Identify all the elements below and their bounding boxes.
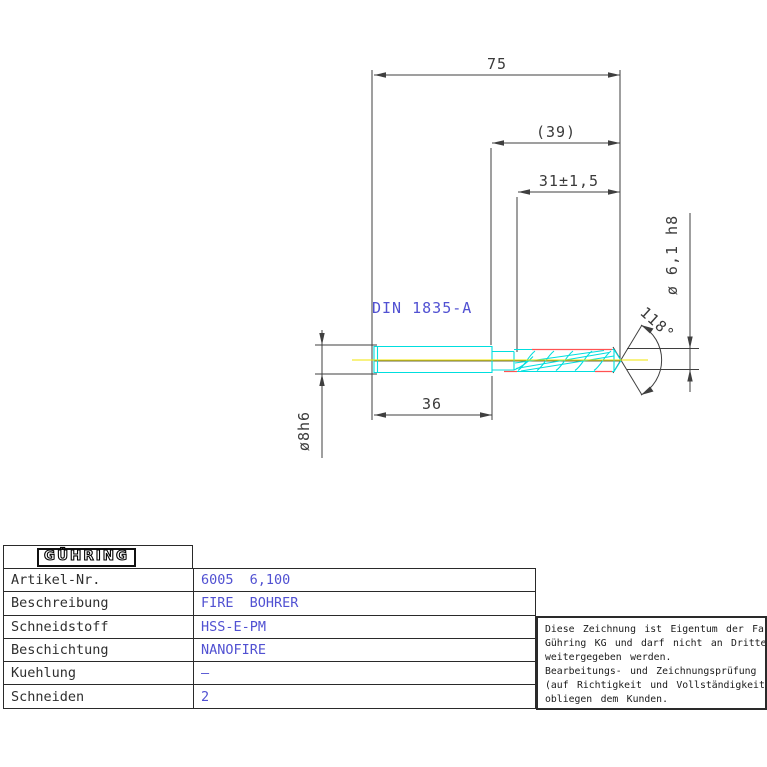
spec-row-beschreibung: Beschreibung FIRE BOHRER <box>3 591 536 616</box>
guehring-logo: GÜHRING <box>37 547 137 567</box>
arrow <box>641 386 654 395</box>
spec-value: FIRE BOHRER <box>193 591 536 616</box>
dim-75-label: 75 <box>487 55 507 73</box>
arrow <box>319 374 325 386</box>
spec-label: Kuehlung <box>3 661 194 686</box>
guehring-logo-text: GÜHRING <box>43 548 130 565</box>
spec-label: Schneiden <box>3 684 194 709</box>
arrow <box>480 412 492 418</box>
arrow <box>641 325 654 334</box>
arrow <box>374 72 386 78</box>
spec-label: Schneidstoff <box>3 614 194 639</box>
ownership-disclaimer: Diese Zeichnung ist Eigentum der Fa. Güh… <box>536 616 767 710</box>
arrow <box>687 336 693 349</box>
dim-shank-dia-label: ø8h6 <box>295 411 313 451</box>
spec-value: NANOFIRE <box>193 637 536 663</box>
arrow <box>518 189 530 195</box>
arrow <box>608 72 620 78</box>
disclaimer-line: Bearbeitungs- und Zeichnungsprüfung <box>545 665 757 677</box>
spec-row-schneidstoff: Schneidstoff HSS-E-PM <box>3 614 536 639</box>
spec-value: 6005 6,100 <box>193 567 536 593</box>
arrow <box>374 412 386 418</box>
shank <box>373 345 493 374</box>
spec-value: 2 <box>193 684 536 709</box>
logo-cell: GÜHRING <box>3 545 193 568</box>
dim-39-label: (39) <box>536 123 576 141</box>
disclaimer-line: obliegen dem Kunden. <box>545 693 668 705</box>
spec-row-artikel-nr: Artikel-Nr. 6005 6,100 <box>3 567 536 593</box>
dimension-arrows <box>319 72 693 418</box>
disclaimer-line: Diese Zeichnung ist Eigentum der Fa. <box>545 624 767 635</box>
arrow <box>608 140 620 146</box>
spec-row-kuehlung: Kuehlung – <box>3 661 536 686</box>
disclaimer-line: (auf Richtigkeit und Vollständigkeit) <box>545 679 767 691</box>
din-standard-label: DIN 1835-A <box>372 299 472 317</box>
spec-value: – <box>193 661 536 686</box>
dimension-linework <box>315 70 699 458</box>
disclaimer-line: Gühring KG und darf nicht an Dritte <box>545 637 767 649</box>
tip-flank-upper <box>613 349 622 361</box>
dim-31-label: 31±1,5 <box>539 172 599 190</box>
dim-36-label: 36 <box>422 395 442 413</box>
flute-red-edges <box>504 348 612 373</box>
spec-label: Beschreibung <box>3 591 194 616</box>
tip-flank-lower <box>613 360 622 372</box>
spec-label: Beschichtung <box>3 637 194 663</box>
spec-table: Artikel-Nr. 6005 6,100 Beschreibung FIRE… <box>3 567 536 709</box>
arrow <box>492 140 504 146</box>
arrow <box>319 333 325 345</box>
spec-label: Artikel-Nr. <box>3 567 194 593</box>
spec-row-schneiden: Schneiden 2 <box>3 684 536 709</box>
spec-row-beschichtung: Beschichtung NANOFIRE <box>3 637 536 663</box>
disclaimer-line: weitergegeben werden. <box>545 651 672 663</box>
dim-point-angle-label: 118° <box>636 303 678 343</box>
spec-value: HSS-E-PM <box>193 614 536 639</box>
dim-drill-dia-label: ø 6,1 h8 <box>663 215 681 295</box>
arrow <box>608 189 620 195</box>
arrow <box>687 369 693 382</box>
